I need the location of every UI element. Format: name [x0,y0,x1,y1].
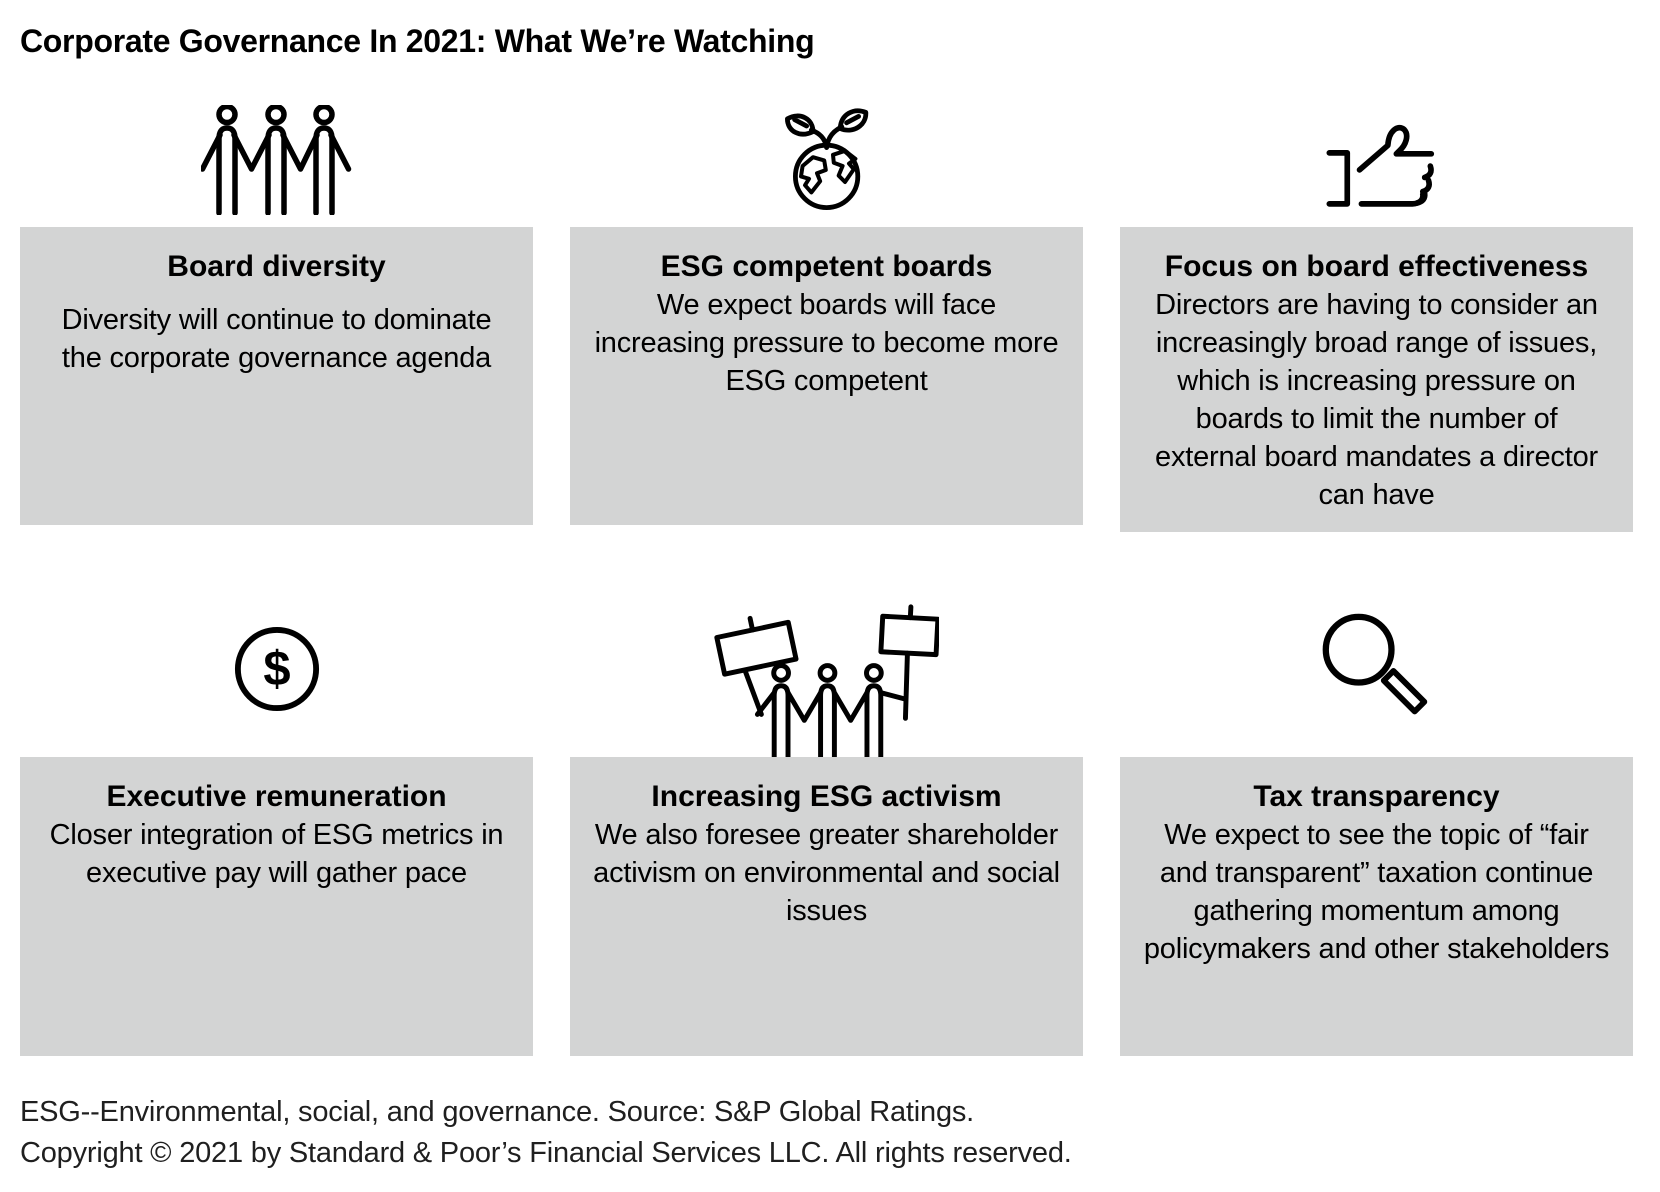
footer-copyright-note: Copyright © 2021 by Standard & Poor’s Fi… [20,1137,1072,1169]
icon-box: $ [20,567,533,757]
panels-grid: Board diversity Diversity will continue … [20,92,1633,1056]
people-icon [200,104,351,215]
panel-esg-activism: Increasing ESG activism We also foresee … [570,757,1083,1056]
panel-title: ESG competent boards [660,250,993,283]
page-title: Corporate Governance In 2021: What We’re… [20,23,815,59]
thumbs-up-icon [1325,124,1434,207]
panel-esg-competent-boards: ESG competent boards We expect boards wi… [570,227,1083,525]
svg-text:$: $ [263,643,290,697]
icon-box [1120,567,1633,757]
dollar-circle-icon: $ [234,626,319,712]
panel-board-diversity: Board diversity Diversity will continue … [20,227,533,525]
panel-title: Focus on board effectiveness [1164,250,1589,283]
panel-cell-board-effectiveness: Focus on board effectiveness Directors a… [1120,92,1633,532]
icon-box [20,92,533,227]
panel-body: Closer integration of ESG metrics in exe… [49,819,504,889]
footer: ESG--Environmental, social, and governan… [20,1092,1633,1174]
panel-cell-esg-activism: Increasing ESG activism We also foresee … [570,567,1083,1056]
magnifying-glass-icon [1322,613,1427,715]
panel-body: Diversity will continue to dominate the … [61,304,492,374]
panel-body: We expect to see the topic of “fair and … [1143,819,1610,965]
panel-title: Increasing ESG activism [651,780,1002,813]
panel-board-effectiveness: Focus on board effectiveness Directors a… [1120,227,1633,532]
panel-cell-board-diversity: Board diversity Diversity will continue … [20,92,533,532]
panel-body: We expect boards will face increasing pr… [594,289,1059,397]
panel-cell-tax-transparency: Tax transparency We expect to see the to… [1120,567,1633,1056]
footer-source-note: ESG--Environmental, social, and governan… [20,1096,975,1128]
icon-box [1120,92,1633,227]
panel-title: Tax transparency [1253,780,1500,813]
panel-title: Board diversity [167,250,386,283]
panel-cell-executive-remuneration: $ Executive remuneration Closer integrat… [20,567,533,1056]
icon-box [570,567,1083,768]
panel-executive-remuneration: Executive remuneration Closer integratio… [20,757,533,1056]
panel-title: Executive remuneration [106,780,447,813]
protest-people-icon [714,604,939,768]
icon-box [570,92,1083,227]
globe-sprout-icon [784,107,868,210]
panel-tax-transparency: Tax transparency We expect to see the to… [1120,757,1633,1056]
panel-body: Directors are having to consider an incr… [1155,289,1598,511]
panel-body: We also foresee greater shareholder acti… [593,819,1060,927]
panel-cell-esg-competent-boards: ESG competent boards We expect boards wi… [570,92,1083,532]
